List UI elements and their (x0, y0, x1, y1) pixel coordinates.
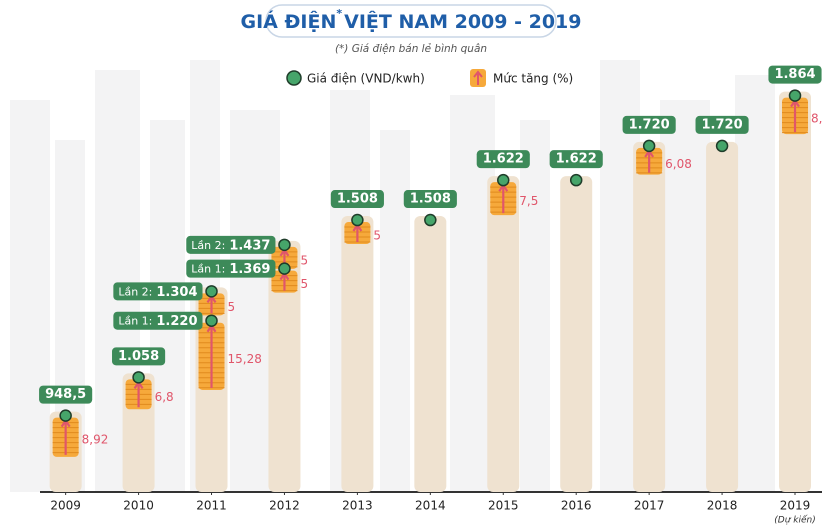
legend-label: Giá điện (VND/kwh) (307, 72, 425, 86)
step-label: Lần 2: (118, 285, 152, 298)
x-tick-label: 2019 (780, 499, 811, 513)
price-point (571, 175, 582, 186)
legend-label: Mức tăng (%) (493, 72, 573, 86)
price-label: Lần 2: 1.304 (113, 282, 202, 300)
price-value: 1.220 (156, 314, 197, 329)
x-tick-label: 2012 (269, 499, 300, 513)
price-point (133, 372, 144, 383)
x-tick-label: 2013 (342, 499, 373, 513)
price-value: 1.720 (629, 117, 670, 132)
title-part: GIÁ ĐIỆN (241, 9, 337, 33)
x-tick-label: 2010 (123, 499, 154, 513)
price-label: Lần 1: 1.369 (186, 260, 275, 278)
increase-label: 5 (228, 300, 236, 314)
price-point (425, 215, 436, 226)
price-value: 1.058 (118, 349, 159, 364)
bar (633, 142, 665, 492)
x-tick-label: 2018 (707, 499, 738, 513)
x-tick-label: 2017 (634, 499, 665, 513)
subtitle: (*) Giá điện bán lẻ bình quân (335, 43, 487, 55)
x-tick-label: 2009 (50, 499, 81, 513)
price-value: 1.304 (156, 285, 197, 300)
bar (560, 176, 592, 492)
price-label: 1.622 (477, 150, 530, 168)
step-label: Lần 1: (191, 263, 225, 276)
price-label: Lần 2: 1.437 (186, 236, 275, 254)
bar (779, 92, 811, 492)
increase-label: 6,08 (665, 157, 692, 171)
price-point (206, 286, 217, 297)
step-label: Lần 2: (191, 239, 225, 252)
increase-label: 8,92 (82, 433, 109, 447)
price-value: 1.864 (774, 67, 815, 82)
title-asterisk: * (336, 7, 342, 20)
increase-label: 5 (300, 277, 308, 291)
increase-label: 7,5 (519, 194, 538, 208)
increase-label: 6,8 (155, 390, 174, 404)
price-value: 1.622 (483, 152, 524, 167)
price-value: 948,5 (45, 387, 86, 402)
increase-label: 8,3 (811, 111, 822, 125)
price-point (717, 140, 728, 151)
x-note: (Dự kiến) (774, 515, 815, 526)
price-value: 1.508 (410, 192, 451, 207)
price-point (352, 215, 363, 226)
price-point (279, 263, 290, 274)
price-point (279, 239, 290, 250)
price-value: 1.369 (229, 262, 270, 277)
increase-label: 5 (373, 229, 381, 243)
infographic: GIÁ ĐIỆN*VIỆT NAM 2009 - 2019 (*) Giá đi… (0, 0, 822, 527)
price-value: 1.508 (337, 192, 378, 207)
increase-label: 15,28 (228, 352, 262, 366)
price-value: 1.720 (702, 117, 743, 132)
increase-label: 5 (300, 253, 308, 267)
bar (414, 216, 446, 492)
price-value: 1.622 (556, 152, 597, 167)
title-part: VIỆT NAM 2009 - 2019 (344, 9, 581, 33)
price-label: 1.864 (768, 66, 821, 84)
bar (341, 216, 373, 492)
price-point (206, 315, 217, 326)
price-value: 1.437 (229, 238, 270, 253)
price-point (644, 140, 655, 151)
x-tick-label: 2011 (196, 499, 227, 513)
legend: Giá điện (VND/kwh) Mức tăng (%) (287, 69, 573, 87)
chart-title: GIÁ ĐIỆN*VIỆT NAM 2009 - 2019 (241, 7, 582, 33)
legend-marker (287, 71, 301, 85)
price-label: 1.508 (404, 190, 457, 208)
price-label: 1.720 (623, 116, 676, 134)
price-label: Lần 1: 1.220 (113, 312, 202, 330)
bar (487, 176, 519, 492)
price-label: 948,5 (39, 386, 92, 404)
price-point (790, 90, 801, 101)
x-tick-label: 2015 (488, 499, 519, 513)
price-point (498, 175, 509, 186)
x-tick-label: 2014 (415, 499, 446, 513)
price-label: 1.622 (550, 150, 603, 168)
price-label: 1.720 (696, 116, 749, 134)
x-tick-label: 2016 (561, 499, 592, 513)
price-point (60, 410, 71, 421)
bar (706, 142, 738, 492)
price-label: 1.058 (112, 347, 165, 365)
step-label: Lần 1: (118, 315, 152, 328)
price-label: 1.508 (331, 190, 384, 208)
